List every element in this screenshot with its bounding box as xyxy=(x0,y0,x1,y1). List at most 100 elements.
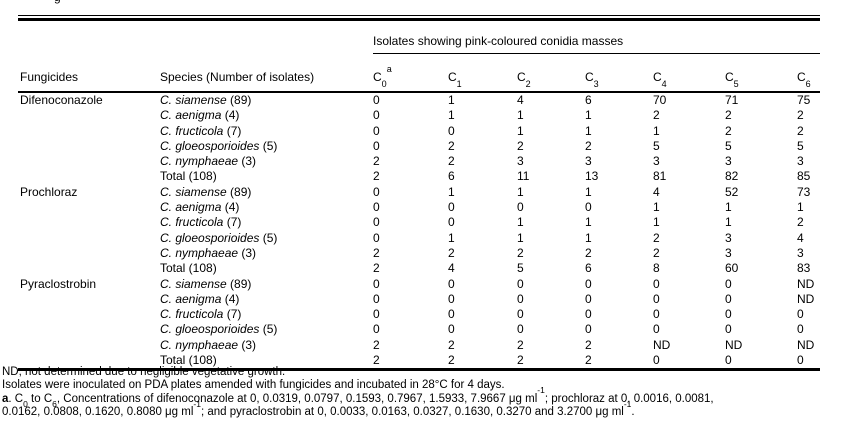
value-cell: 2 xyxy=(585,337,592,352)
value-cell: 0 xyxy=(448,322,455,337)
species-name: C. aenigma xyxy=(160,108,222,123)
footnote-text: to C xyxy=(27,392,53,405)
value-cell: 1 xyxy=(653,215,660,230)
value-cell: 0 xyxy=(373,276,380,291)
fungicide-cell: Pyraclostrobin xyxy=(20,276,97,291)
concentration-subscript: 2 xyxy=(525,78,531,89)
species-name: C. siamense xyxy=(160,184,227,199)
value-cell: 0 xyxy=(725,322,732,337)
column-header-concentration: C2 xyxy=(517,53,585,93)
value-cell: 0 xyxy=(725,353,732,368)
value-cell: ND xyxy=(797,337,815,352)
table-row: C. gloeosporioides (5) 0 2 2 2 5 5 5 xyxy=(18,139,820,154)
table-row: C. fructicola (7) 0 0 1 1 1 2 2 xyxy=(18,124,820,139)
table-head: Isolates showing pink-coloured conidia m… xyxy=(18,21,820,93)
column-header-concentration: C0a xyxy=(373,53,448,93)
footnote-text: 0.0162, 0.0808, 0.1620, 0.8080 μg ml xyxy=(2,406,194,419)
value-cell: 1 xyxy=(448,108,455,123)
value-cell: 3 xyxy=(585,154,592,169)
fungicide-cell xyxy=(18,200,160,215)
value-cell: 5 xyxy=(517,261,524,276)
concentration-subscript: 3 xyxy=(593,78,599,89)
value-cell: 0 xyxy=(448,200,455,215)
value-cell: 0 xyxy=(373,184,380,199)
table-row: C. aenigma (4) 0 1 1 1 2 2 2 xyxy=(18,108,820,123)
value-cell: 1 xyxy=(585,108,592,123)
fungicide-table-wrap: Isolates showing pink-coloured conidia m… xyxy=(18,15,820,372)
table-row: C. gloeosporioides (5) 0 0 0 0 0 0 0 xyxy=(18,322,820,337)
value-cell: 81 xyxy=(653,169,667,184)
value-cell: 2 xyxy=(585,353,592,368)
value-cell: 1 xyxy=(725,200,732,215)
species-cell: C. siamense (89) xyxy=(160,93,252,107)
table-row: Difenoconazole C. siamense (89) 0 1 4 6 70 71 75 xyxy=(18,92,820,108)
fungicide-cell xyxy=(18,292,160,307)
value-cell: 1 xyxy=(725,215,732,230)
fungicide-cell xyxy=(18,215,160,230)
value-cell: 1 xyxy=(448,93,455,107)
value-cell: 0 xyxy=(373,322,380,337)
table-row: Total (108) 2 2 2 2 0 0 0 xyxy=(18,353,820,368)
species-cell: C. siamense (89) xyxy=(160,276,252,291)
value-cell: 0 xyxy=(725,291,732,306)
species-cell: C. nymphaeae (3) xyxy=(160,245,257,260)
value-cell: 0 xyxy=(373,230,380,245)
footnote-marker: a xyxy=(386,64,392,74)
species-name: C. siamense xyxy=(160,276,227,291)
table-row: C. fructicola (7) 0 0 1 1 1 1 2 xyxy=(18,215,820,230)
column-header-row: Fungicides Species (Number of isolates) … xyxy=(18,53,820,93)
value-cell: 0 xyxy=(373,307,380,322)
value-cell: 0 xyxy=(585,291,592,306)
table-row: Prochloraz C. siamense (89) 0 1 1 1 4 52 73 xyxy=(18,185,820,200)
value-cell: 4 xyxy=(797,230,804,245)
value-cell: 2 xyxy=(585,138,592,153)
fungicide-cell xyxy=(18,246,160,261)
value-cell: 2 xyxy=(373,169,380,184)
value-cell: 6 xyxy=(585,261,592,276)
table-row: C. nymphaeae (3) 2 2 3 3 3 3 3 xyxy=(18,154,820,169)
species-name: C. fructicola xyxy=(160,123,224,138)
value-cell: 0 xyxy=(797,307,804,322)
footnote-line: 0.0162, 0.0808, 0.1620, 0.8080 μg ml-1; … xyxy=(2,400,714,419)
fungicide-cell: Difenoconazole xyxy=(20,93,103,107)
value-cell: ND xyxy=(653,337,671,352)
value-cell: 1 xyxy=(653,200,660,215)
species-cell: C. aenigma (4) xyxy=(160,108,240,123)
value-cell: 0 xyxy=(373,123,380,138)
species-cell: C. fructicola (7) xyxy=(160,123,242,138)
species-cell: C. siamense (89) xyxy=(160,184,252,199)
species-cell: C. fructicola (7) xyxy=(160,307,242,322)
species-name: C. fructicola xyxy=(160,215,224,230)
span-header-row: Isolates showing pink-coloured conidia m… xyxy=(18,21,820,54)
value-cell: 2 xyxy=(797,108,804,123)
value-cell: 2 xyxy=(653,230,660,245)
fungicide-cell xyxy=(18,124,160,139)
fungicide-cell xyxy=(18,307,160,322)
value-cell: 1 xyxy=(797,200,804,215)
value-cell: 1 xyxy=(653,123,660,138)
species-name: C. aenigma xyxy=(160,291,222,306)
table-top-rule xyxy=(18,15,820,21)
species-cell: C. aenigma (4) xyxy=(160,291,240,306)
value-cell: 70 xyxy=(653,93,667,107)
value-cell: 0 xyxy=(517,276,524,291)
species-cell: C. gloeosporioides (5) xyxy=(160,230,278,245)
fungicide-cell xyxy=(18,338,160,353)
value-cell: 3 xyxy=(653,154,660,169)
value-cell: 0 xyxy=(373,215,380,230)
value-cell: 1 xyxy=(517,184,524,199)
value-cell: 4 xyxy=(517,93,524,107)
footnote-marker-bold: a xyxy=(2,392,9,405)
value-cell: 2 xyxy=(448,154,455,169)
value-cell: 2 xyxy=(517,245,524,260)
species-name: C. nymphaeae xyxy=(160,154,239,169)
value-cell: 0 xyxy=(373,138,380,153)
value-cell: 0 xyxy=(517,307,524,322)
concentration-subscript: 0 xyxy=(381,78,387,89)
value-cell: 2 xyxy=(797,215,804,230)
concentration-subscript: 6 xyxy=(805,78,811,89)
value-cell: 1 xyxy=(585,230,592,245)
species-cell: Total (108) xyxy=(160,169,217,184)
value-cell: 2 xyxy=(585,245,592,260)
